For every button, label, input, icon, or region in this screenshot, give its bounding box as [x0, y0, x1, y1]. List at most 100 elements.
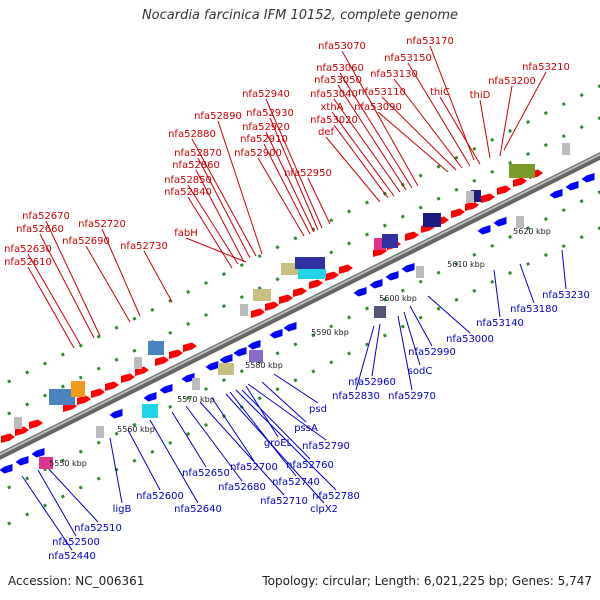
reverse-label-leader [561, 249, 567, 290]
reverse-gene-arrow [401, 263, 415, 273]
forward-gene-arrow [497, 185, 511, 195]
scale-ticks: 5550 kbp 5560 kbp 5570 kbp 5580 kbp 5590 kbp… [49, 227, 551, 468]
reverse-gene-label: ligB [113, 504, 132, 515]
forward-label-leader [339, 72, 413, 189]
reverse-label-leader [273, 373, 319, 404]
reverse-label-leader [245, 385, 279, 438]
forward-gene-arrow [155, 356, 169, 366]
gene-block [466, 191, 474, 203]
reverse-gene-label: nfa52440 [48, 551, 96, 562]
gene-block [416, 266, 424, 278]
genome-summary-text: Topology: circular; Length: 6,021,225 bp… [262, 574, 592, 588]
forward-gene-label: def [318, 127, 335, 138]
scale-tick-label: 5590 kbp [311, 328, 349, 337]
forward-label-leader [39, 233, 95, 339]
forward-gene-arrow [121, 373, 135, 383]
forward-gene-label: nfa53070 [318, 41, 366, 52]
forward-gene-label: nfa52660 [16, 224, 64, 235]
forward-gene-arrow [293, 287, 307, 297]
forward-label-leader [263, 143, 311, 235]
forward-gene-label: nfa53040 [310, 89, 358, 100]
gene-block [240, 304, 248, 316]
forward-label-leader [337, 84, 407, 191]
forward-gene-arrow [325, 271, 339, 281]
forward-gene-label: nfa52910 [240, 134, 288, 145]
forward-label-leader [393, 78, 463, 169]
reverse-gene-label: nfa52640 [174, 504, 222, 515]
reverse-label-leader [427, 295, 471, 334]
reverse-gene-arrow [181, 373, 195, 383]
reverse-gene-label: psd [309, 404, 327, 415]
forward-label-leader [331, 111, 395, 197]
gene-cluster-block [509, 164, 535, 178]
forward-label-leader [187, 184, 239, 265]
reverse-gene-label: clpX2 [310, 504, 338, 515]
reverse-label-leader [355, 325, 375, 391]
gene-block [96, 426, 104, 438]
reverse-gene-label: nfa52650 [182, 468, 230, 479]
forward-gene-label: nfa52900 [234, 148, 282, 159]
reverse-gene-arrow [219, 354, 233, 364]
forward-label-leader [333, 124, 389, 199]
reverse-gene-label: nfa52710 [260, 496, 308, 507]
reverse-gene-label: nfa52780 [312, 491, 360, 502]
gene-cluster-block [71, 381, 85, 397]
forward-gene-label: nfa52940 [242, 89, 290, 100]
reverse-gene-arrow [0, 464, 13, 474]
reverse-label-leader [493, 269, 501, 318]
forward-gene-label: nfa52880 [168, 129, 216, 140]
forward-gene-arrow [91, 388, 105, 398]
reverse-gene-label: nfa52600 [136, 491, 184, 502]
reverse-label-leader [519, 263, 535, 304]
forward-gene-arrow [339, 264, 353, 274]
forward-label-leader [499, 85, 513, 157]
forward-label-leader [217, 120, 263, 255]
reverse-gene-arrow [143, 392, 157, 402]
gene-cluster-block [148, 341, 164, 355]
gene-cluster-block [295, 257, 325, 269]
forward-label-leader [307, 177, 331, 225]
reverse-label-leader [235, 389, 337, 491]
gene-features [0, 143, 595, 474]
scale-tick-label: 5570 kbp [177, 395, 215, 404]
forward-label-leader [185, 237, 247, 263]
gene-block [516, 216, 524, 228]
forward-label-leader [265, 131, 315, 233]
gene-cluster-block [471, 190, 481, 202]
reverse-gene-arrow [369, 279, 383, 289]
reverse-gene-label: nfa52960 [348, 377, 396, 388]
backbone-line [0, 152, 600, 460]
forward-gene-arrow [265, 301, 279, 311]
forward-gene-label: nfa52930 [246, 108, 294, 119]
guide-dash-line [0, 190, 600, 494]
reverse-label-leader [21, 475, 73, 551]
reverse-gene-arrow [565, 181, 579, 191]
reverse-gene-label: sodC [408, 366, 433, 377]
reverse-label-leader [409, 305, 433, 347]
reverse-label-leader [149, 419, 199, 504]
gene-cluster-block [298, 269, 326, 279]
forward-label-leader [269, 117, 319, 231]
forward-gene-arrow [169, 349, 183, 359]
reverse-gene-arrow [549, 189, 563, 199]
forward-gene-label: fabH [174, 228, 198, 239]
reverse-label-leader [37, 469, 77, 537]
reverse-gene-label: nfa52700 [230, 462, 278, 473]
forward-gene-label: nfa52730 [120, 241, 168, 252]
forward-gene-arrow [405, 231, 419, 241]
forward-label-leader [479, 99, 491, 159]
gene-block [562, 143, 570, 155]
forward-gene-label: nfa53210 [522, 62, 570, 73]
reverse-gene-label: nfa52970 [388, 391, 436, 402]
reverse-gene-label: nfa52680 [218, 482, 266, 493]
forward-gene-label: nfa52610 [4, 257, 52, 268]
reverse-gene-label: nfa53140 [476, 318, 524, 329]
gene-cluster-block [423, 213, 441, 227]
reverse-label-leader [229, 391, 297, 477]
gene-labels: nfa53170 nfa53070 nfa53150 nfa53060 nfa53130… [4, 36, 590, 562]
forward-gene-label: nfa52850 [164, 175, 212, 186]
reverse-gene-label: nfa52790 [302, 441, 350, 452]
forward-gene-label: nfa53200 [488, 76, 536, 87]
forward-gene-label: nfa52860 [172, 160, 220, 171]
